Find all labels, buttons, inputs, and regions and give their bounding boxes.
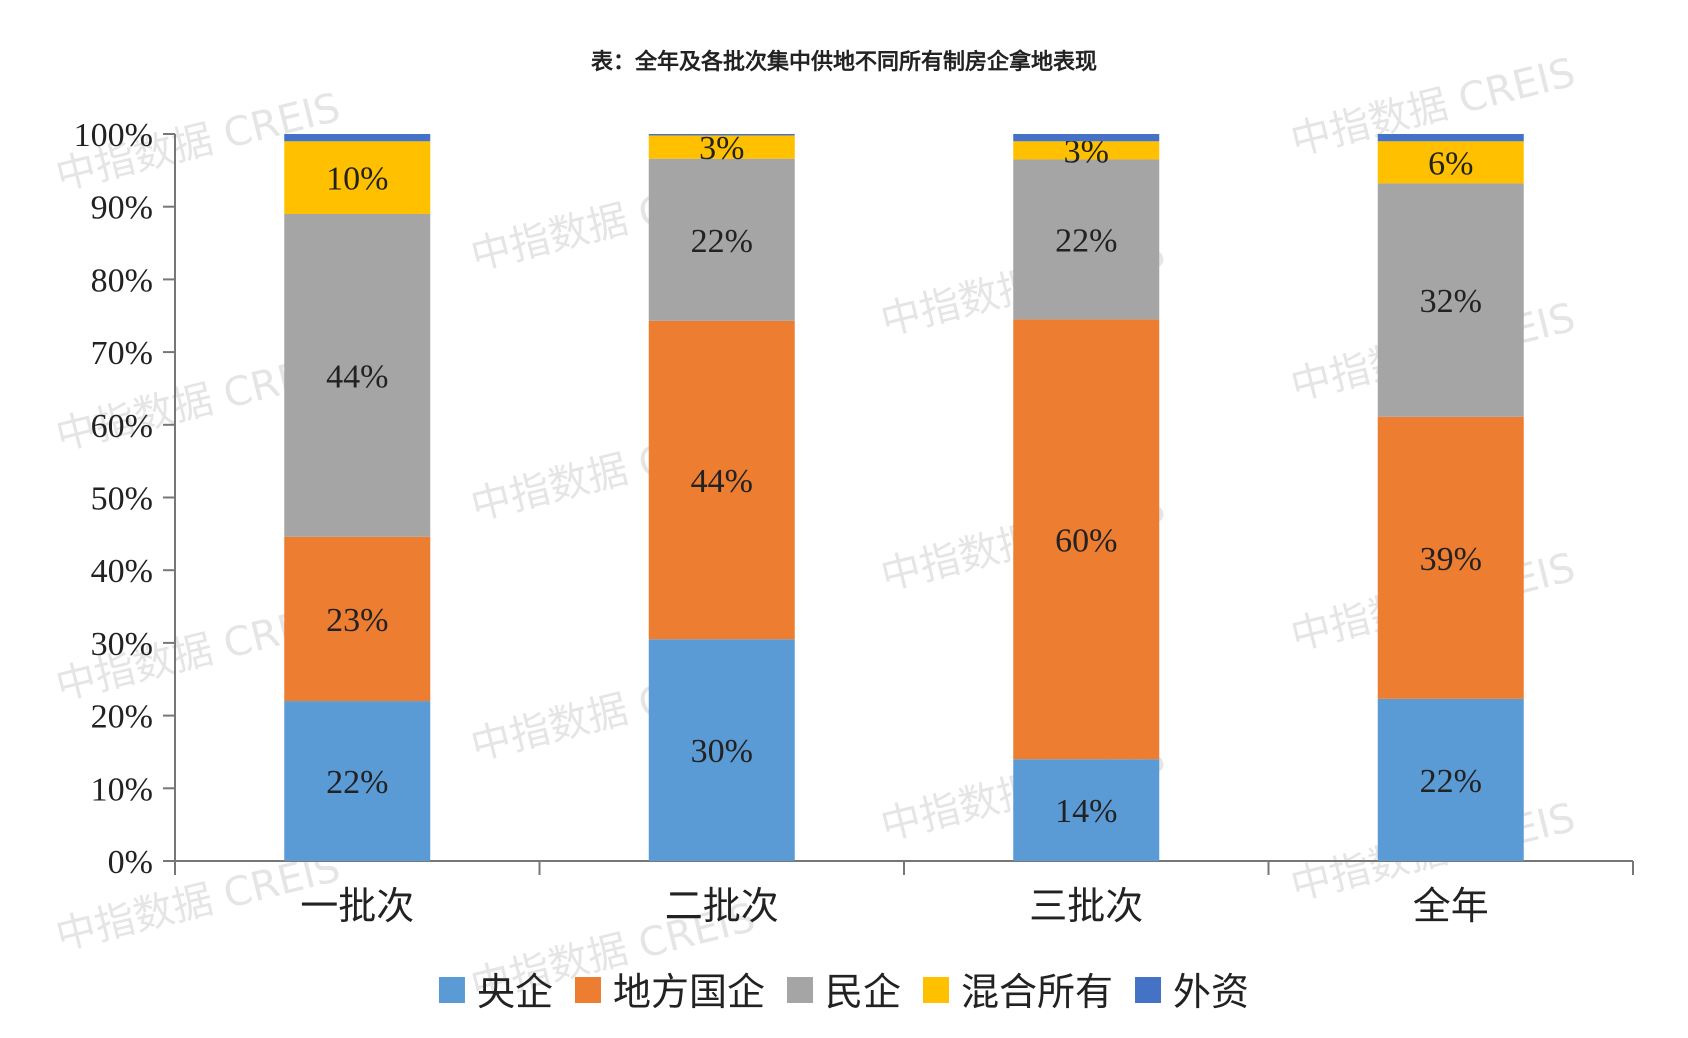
legend-item: 地方国企 [574, 972, 765, 1014]
legend-swatch [1135, 977, 1162, 1003]
y-tick-label: 0% [108, 844, 153, 881]
legend-label: 外资 [1173, 972, 1249, 1014]
x-category-label: 二批次 [665, 886, 779, 928]
y-tick-label: 50% [91, 481, 153, 518]
x-category-label: 全年 [1413, 886, 1489, 928]
chart-title: 表：全年及各批次集中供地不同所有制房企拿地表现 [590, 50, 1097, 75]
legend-swatch [574, 977, 601, 1003]
y-tick-label: 60% [91, 408, 153, 445]
y-tick-label: 80% [91, 262, 153, 299]
bar-segment [1013, 319, 1160, 760]
bar-segment [284, 141, 431, 214]
data-label: 22% [326, 764, 388, 801]
data-label: 39% [1420, 541, 1482, 578]
data-label: 6% [1428, 145, 1473, 182]
bar-segment [1013, 759, 1160, 861]
bar-segment [648, 134, 795, 136]
data-label: 44% [326, 358, 388, 395]
legend-label: 地方国企 [613, 972, 765, 1014]
legend-swatch [786, 977, 813, 1003]
legend-label: 混合所有 [961, 972, 1113, 1014]
bar-segment [648, 320, 795, 640]
data-label: 22% [691, 223, 753, 260]
data-label: 32% [1420, 283, 1482, 320]
bar-segment [648, 639, 795, 861]
data-label: 22% [1420, 763, 1482, 800]
legend-item: 央企 [438, 972, 553, 1014]
bar-segment [1377, 134, 1524, 142]
data-label: 44% [691, 463, 753, 500]
y-tick-label: 20% [91, 699, 153, 736]
bar-segment [648, 158, 795, 321]
legend-item: 外资 [1135, 972, 1249, 1014]
data-label: 30% [691, 733, 753, 770]
bar-segment [1377, 698, 1524, 861]
y-tick-label: 100% [74, 117, 153, 154]
data-label: 60% [1055, 522, 1117, 559]
x-category-label: 三批次 [1029, 886, 1143, 928]
y-tick-label: 10% [91, 771, 153, 808]
bar-segment [1013, 159, 1160, 320]
y-tick-label: 70% [91, 335, 153, 372]
bar-segment [1013, 134, 1160, 142]
bar-segment [1377, 416, 1524, 699]
data-label: 10% [326, 161, 388, 198]
bar-segment [1377, 183, 1524, 417]
legend-label: 民企 [825, 972, 901, 1014]
bar-segment [648, 135, 795, 159]
legend-item: 混合所有 [923, 972, 1113, 1014]
bar-segment [284, 701, 431, 861]
data-label: 3% [699, 130, 744, 167]
legend-swatch [438, 977, 465, 1003]
legend-item: 民企 [786, 972, 901, 1014]
y-tick-label: 90% [91, 190, 153, 227]
y-tick-label: 30% [91, 626, 153, 663]
x-category-label: 一批次 [300, 886, 414, 928]
bar-segment [284, 134, 431, 142]
legend-swatch [923, 977, 950, 1003]
y-tick-label: 40% [91, 553, 153, 590]
bar-segment [284, 536, 431, 702]
data-label: 14% [1055, 793, 1117, 830]
data-label: 23% [326, 602, 388, 639]
bar-segment [1013, 141, 1160, 160]
legend-label: 央企 [477, 972, 553, 1014]
bar-segment [1377, 141, 1524, 184]
legend: 央企 地方国企 民企 混合所有 外资 [438, 972, 1249, 1014]
data-label: 22% [1055, 222, 1117, 259]
bar-segment [284, 213, 431, 537]
